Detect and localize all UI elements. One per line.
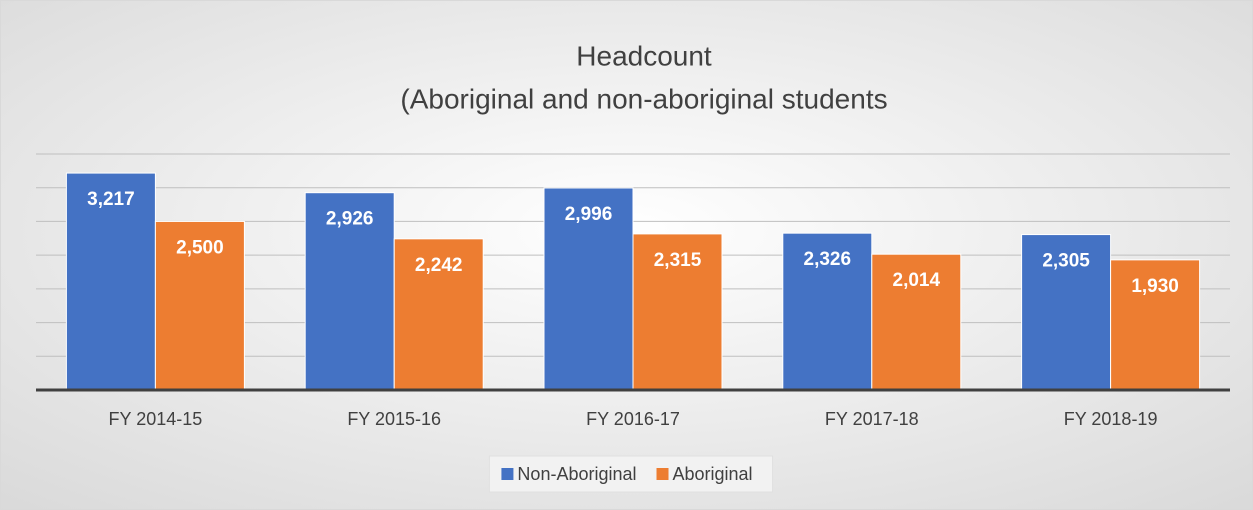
bar — [65, 172, 156, 391]
legend: Non-Aboriginal Aboriginal — [488, 455, 774, 493]
data-label: 2,315 — [654, 250, 702, 271]
bar — [782, 232, 873, 391]
bar — [154, 220, 245, 391]
legend-label: Aboriginal — [673, 464, 753, 484]
data-label: 2,500 — [176, 237, 224, 258]
bar — [543, 187, 634, 391]
x-tick-label: FY 2017-18 — [825, 409, 919, 429]
x-tick-label: FY 2015-16 — [347, 409, 441, 429]
legend-box — [488, 455, 774, 493]
data-label: 2,326 — [804, 249, 852, 270]
data-label: 3,217 — [87, 189, 135, 210]
x-tick-label: FY 2016-17 — [586, 409, 680, 429]
x-tick-label: FY 2018-19 — [1064, 409, 1158, 429]
legend-label: Non-Aboriginal — [517, 464, 636, 484]
data-label: 1,930 — [1131, 276, 1179, 297]
chart-title: Headcount — [576, 40, 712, 71]
legend-swatch — [656, 468, 669, 480]
data-label: 2,926 — [326, 209, 374, 230]
x-tick-label: FY 2014-15 — [109, 409, 203, 429]
legend-swatch — [501, 468, 514, 480]
bar — [632, 233, 723, 391]
data-label: 2,014 — [893, 270, 941, 291]
bar — [1110, 259, 1201, 391]
data-label: 2,305 — [1042, 251, 1090, 272]
bar — [393, 238, 484, 391]
chart-subtitle: (Aboriginal and non-aboriginal students — [400, 83, 887, 114]
data-label: 2,996 — [565, 204, 613, 225]
data-label: 2,242 — [415, 255, 463, 276]
